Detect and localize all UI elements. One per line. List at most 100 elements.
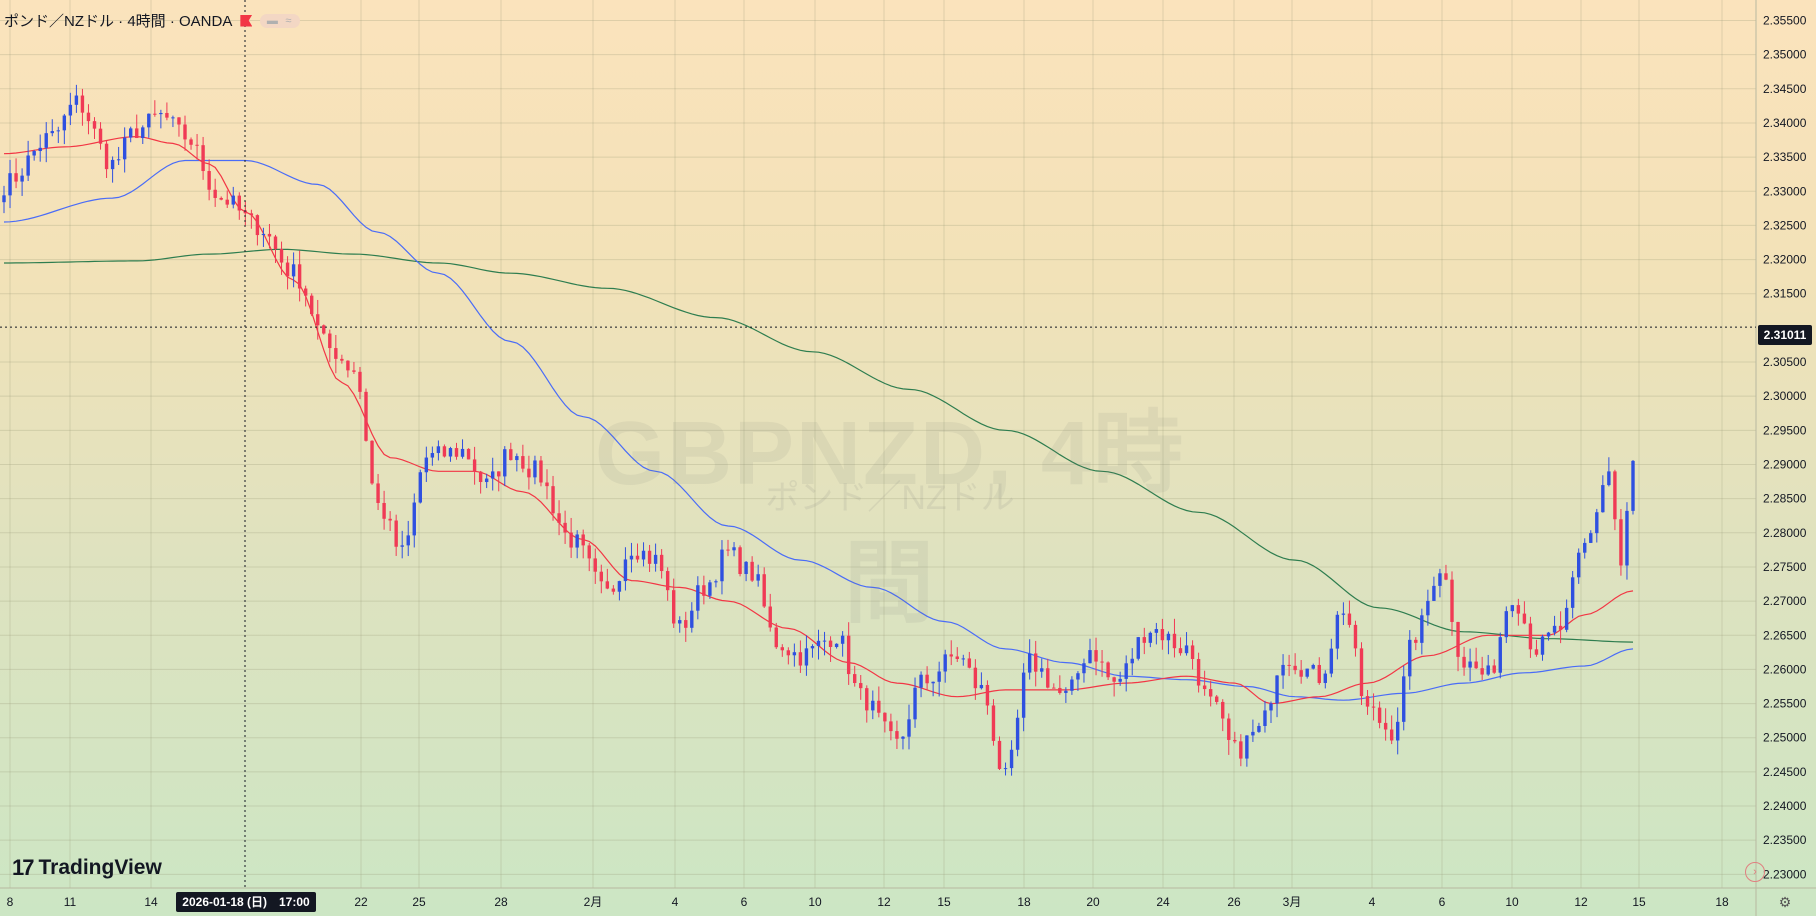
candle-down — [237, 195, 241, 211]
time-tick-label: 15 — [937, 895, 951, 909]
candle-down — [207, 171, 211, 190]
candle-down — [267, 233, 272, 237]
candle-up — [1009, 749, 1014, 769]
candle-up — [1154, 629, 1159, 633]
candle-down — [1347, 613, 1352, 625]
candle-down — [581, 534, 585, 546]
candle-up — [1564, 607, 1569, 630]
candle-down — [768, 606, 772, 628]
candle-up — [907, 719, 911, 737]
candle-down — [219, 197, 223, 200]
candle-down — [1474, 661, 1478, 669]
candle-down — [684, 620, 688, 628]
candle-down — [750, 561, 754, 581]
candle-down — [846, 635, 851, 675]
time-tick-label: 14 — [144, 895, 158, 909]
candle-up — [1124, 663, 1128, 679]
candle-up — [1408, 639, 1412, 677]
candle-up — [623, 559, 628, 582]
price-tick-label: 2.28000 — [1763, 526, 1807, 540]
time-tick-label: 6 — [741, 895, 748, 909]
tradingview-logo[interactable]: 17 TradingView — [12, 855, 162, 881]
candle-up — [1577, 552, 1581, 578]
candle-down — [80, 95, 85, 113]
candle-up — [744, 561, 748, 575]
price-tick-label: 2.25500 — [1763, 697, 1807, 711]
candle-up — [720, 549, 724, 582]
price-tick-label: 2.32000 — [1763, 253, 1807, 267]
watermark-name: ポンド／NZドル — [765, 479, 1015, 517]
candle-down — [255, 215, 260, 236]
candle-down — [1353, 624, 1358, 649]
candle-up — [430, 453, 435, 458]
price-tick-label: 2.25000 — [1763, 731, 1807, 745]
price-tick-label: 2.35000 — [1763, 48, 1807, 62]
candle-up — [515, 456, 519, 461]
candle-up — [147, 113, 151, 128]
candle-down — [322, 325, 326, 334]
time-tick-label: 6 — [1439, 895, 1446, 909]
wave-icon[interactable]: ≈ — [285, 14, 292, 27]
flag-icon[interactable] — [240, 14, 253, 27]
candle-up — [400, 545, 404, 547]
candle-up — [38, 147, 42, 152]
candle-up — [653, 554, 658, 564]
candle-down — [527, 468, 531, 478]
price-tick-label: 2.34500 — [1763, 82, 1807, 96]
time-axis: 8 11 14 22 25 28 2月 4 6 10 12 15 18 20 24 26 3月 4 6 10 12 15 1… — [7, 895, 1729, 909]
price-tick-label: 2.30000 — [1763, 389, 1807, 403]
candle-up — [1003, 768, 1008, 770]
candle-down — [225, 199, 229, 205]
candle-down — [285, 262, 290, 277]
candle-down — [1414, 639, 1418, 643]
candle-up — [1426, 600, 1430, 616]
candle-down — [599, 571, 603, 582]
time-tick-label: 20 — [1086, 895, 1100, 909]
candle-down — [1444, 573, 1448, 580]
candle-down — [635, 555, 640, 560]
candle-up — [1275, 675, 1279, 704]
candle-up — [1015, 717, 1020, 750]
candle-down — [1034, 653, 1038, 672]
candle-down — [1100, 661, 1104, 663]
candle-down — [774, 627, 778, 648]
candle-down — [1287, 664, 1291, 666]
candle-up — [231, 195, 235, 205]
candle-up — [1311, 664, 1315, 669]
candle-down — [1178, 648, 1183, 654]
indicator-toggle[interactable]: ▬ ≈ — [260, 13, 301, 28]
candle-down — [1480, 668, 1484, 675]
candle-down — [1456, 621, 1460, 657]
settings-gear-icon[interactable]: ⚙ — [1778, 894, 1792, 910]
candle-up — [1281, 664, 1285, 676]
candle-down — [647, 550, 652, 564]
candle-down — [316, 314, 320, 326]
tradingview-mark-icon: 17 — [12, 855, 35, 880]
candle-down — [104, 143, 109, 170]
candle-up — [1420, 615, 1424, 643]
candle-up — [1468, 661, 1472, 668]
candle-up — [1257, 725, 1261, 732]
candle-down — [877, 700, 881, 713]
candle-up — [1166, 633, 1171, 641]
candle-down — [388, 518, 392, 521]
time-tick-label: 24 — [1156, 895, 1170, 909]
candle-up — [708, 582, 712, 596]
time-tick-label: 11 — [64, 895, 77, 909]
candle-up — [1027, 653, 1032, 673]
candle-down — [587, 545, 591, 559]
candle-down — [297, 264, 302, 289]
candlesticks — [2, 84, 1635, 776]
symbol-title[interactable]: ポンド／NZドル · 4時間 · OANDA — [4, 13, 233, 30]
candle-down — [955, 656, 959, 660]
candle-up — [979, 684, 984, 689]
candle-up — [816, 640, 821, 647]
candle-up — [1329, 648, 1334, 674]
collapse-icon[interactable]: ▬ — [266, 14, 278, 27]
candle-up — [1625, 510, 1629, 566]
candle-down — [249, 213, 254, 216]
price-tick-label: 2.24500 — [1763, 765, 1807, 779]
scroll-to-realtime-icon[interactable]: › — [1745, 862, 1765, 882]
symbol-legend[interactable]: ポンド／NZドル · 4時間 · OANDA ▬ ≈ — [4, 10, 301, 31]
